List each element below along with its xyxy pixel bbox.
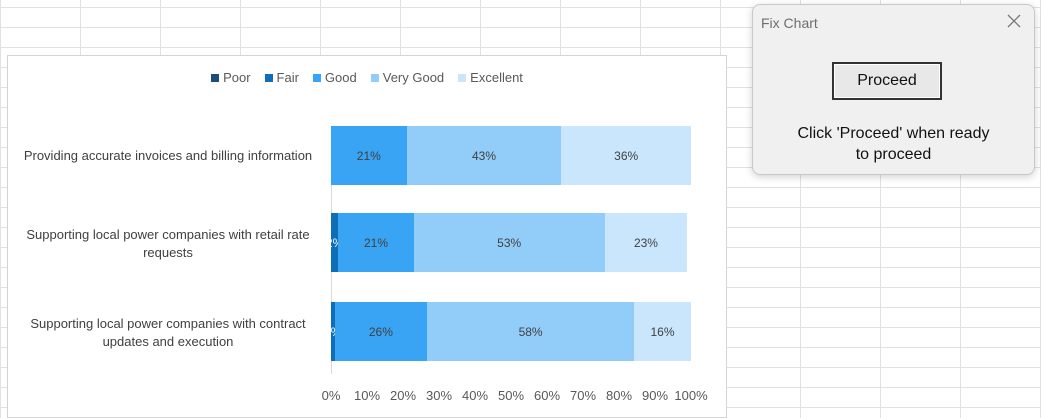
- data-label: 53%: [497, 235, 522, 250]
- bar-segment[interactable]: 2%: [331, 213, 339, 272]
- x-tick-label: 60%: [533, 388, 561, 403]
- category-label: Providing accurate invoices and billing …: [23, 148, 313, 163]
- bar-segment[interactable]: 36%: [561, 126, 691, 185]
- stacked-bar[interactable]: 21% 43% 36%: [331, 126, 691, 185]
- proceed-button[interactable]: Proceed: [832, 62, 942, 100]
- x-tick-label: 20%: [389, 388, 417, 403]
- bar-segment[interactable]: 26%: [334, 302, 428, 361]
- legend-swatch: [370, 73, 379, 82]
- data-label: 43%: [471, 148, 496, 163]
- category-label: Supporting local power companies with co…: [30, 316, 306, 349]
- bar-segment[interactable]: 23%: [604, 213, 688, 272]
- legend-label: Poor: [223, 70, 251, 85]
- close-icon[interactable]: [1006, 13, 1022, 29]
- legend-swatch: [264, 73, 273, 82]
- data-label: 23%: [633, 235, 658, 250]
- x-tick-label: 30%: [425, 388, 453, 403]
- dialog-title: Fix Chart: [761, 15, 818, 31]
- legend-item: Good: [312, 70, 357, 85]
- data-label: 1%: [331, 325, 335, 339]
- data-label: 26%: [368, 324, 393, 339]
- bar-segment[interactable]: 21%: [331, 126, 407, 185]
- fix-chart-dialog: Fix Chart Proceed Click 'Proceed' when r…: [752, 4, 1035, 175]
- x-tick-label: 90%: [641, 388, 669, 403]
- x-tick-label: 40%: [461, 388, 489, 403]
- legend-swatch: [458, 73, 467, 82]
- legend-label: Excellent: [470, 70, 523, 85]
- bar-segment[interactable]: 21%: [338, 213, 414, 272]
- chart-legend: Poor Fair Good Very Good Excellent: [8, 70, 726, 85]
- legend-item: Excellent: [458, 70, 523, 85]
- category-label: Supporting local power companies with re…: [26, 227, 310, 260]
- plot-area: 21% 43% 36% 2% 21% 53% 23% 1% 26% 58% 16%: [331, 126, 691, 374]
- data-label: 36%: [614, 148, 639, 163]
- x-tick-label: 0%: [321, 388, 341, 403]
- dialog-message-line: Click 'Proceed' when ready: [797, 125, 990, 142]
- data-label: 2%: [331, 236, 338, 250]
- legend-item: Very Good: [370, 70, 445, 85]
- dialog-message: Click 'Proceed' when ready to proceed: [753, 123, 1034, 165]
- legend-swatch: [312, 73, 321, 82]
- x-tick-label: 50%: [497, 388, 525, 403]
- x-tick-label: 10%: [353, 388, 381, 403]
- x-tick-label: 100%: [674, 388, 708, 403]
- legend-swatch: [211, 73, 220, 82]
- chart-area[interactable]: Poor Fair Good Very Good Excellent Providing…: [7, 55, 727, 418]
- data-label: 58%: [518, 324, 543, 339]
- x-tick-label: 80%: [605, 388, 633, 403]
- data-label: 21%: [363, 235, 388, 250]
- bar-segment[interactable]: 16%: [633, 302, 691, 361]
- stacked-bar[interactable]: 2% 21% 53% 23%: [331, 213, 691, 272]
- stacked-bar[interactable]: 1% 26% 58% 16%: [331, 302, 691, 361]
- x-tick-label: 70%: [569, 388, 597, 403]
- bar-segment[interactable]: 58%: [427, 302, 634, 361]
- data-label: 16%: [650, 324, 675, 339]
- legend-label: Fair: [276, 70, 299, 85]
- data-label: 21%: [356, 148, 381, 163]
- bar-segment[interactable]: 53%: [413, 213, 605, 272]
- legend-item: Poor: [211, 70, 251, 85]
- dialog-message-line: to proceed: [855, 146, 932, 163]
- bar-segment[interactable]: 43%: [406, 126, 562, 185]
- legend-item: Fair: [264, 70, 299, 85]
- legend-label: Very Good: [382, 70, 445, 85]
- legend-label: Good: [324, 70, 357, 85]
- bar-segment[interactable]: 1%: [331, 302, 335, 361]
